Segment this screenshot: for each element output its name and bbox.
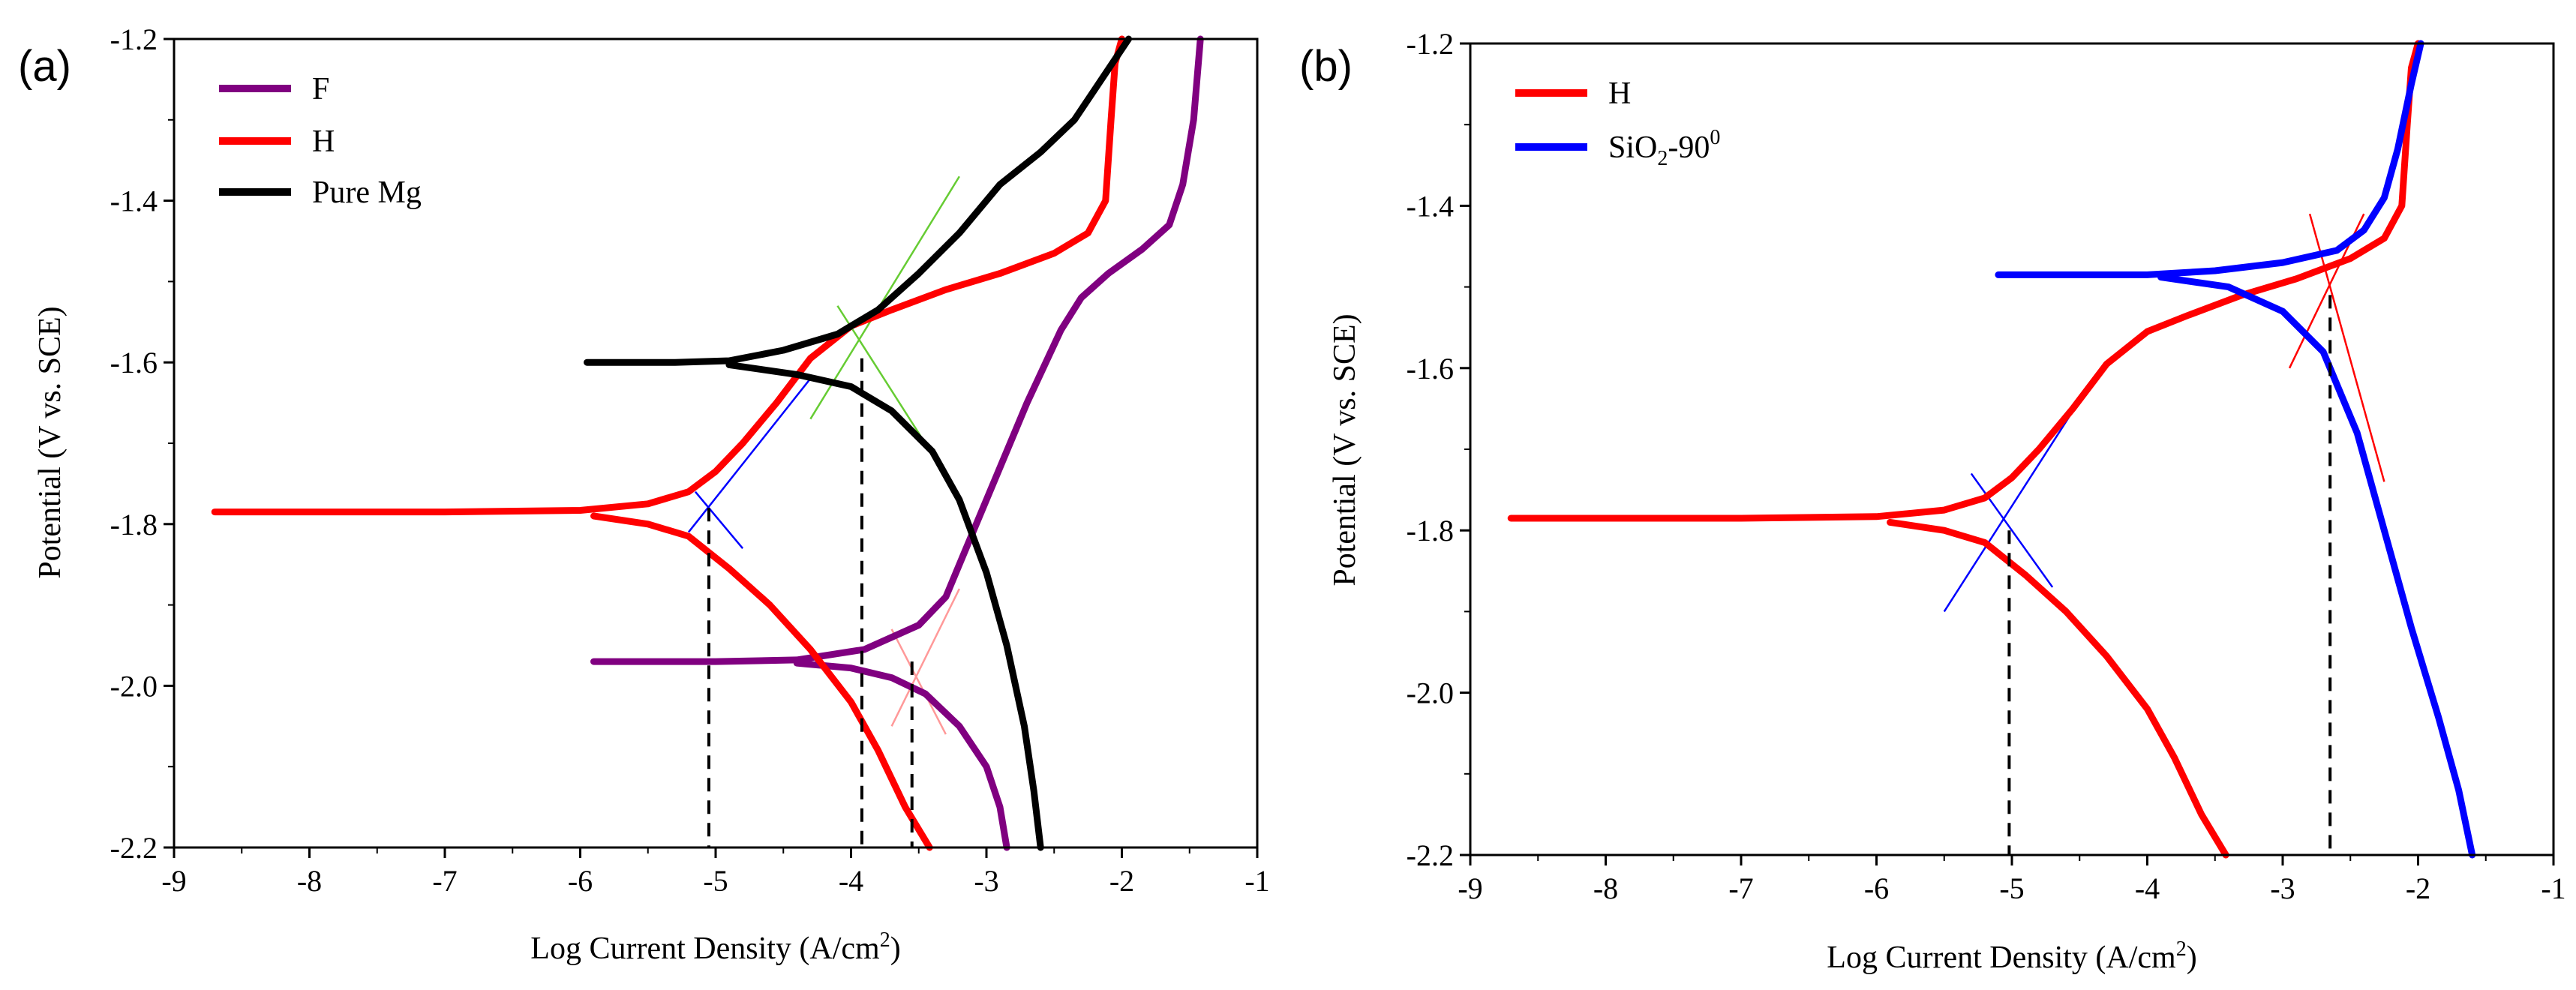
- x-tick-label-b-3: -6: [1864, 872, 1889, 905]
- series-h-anodic-a: [211, 35, 1125, 516]
- plot-area-a: [211, 35, 1204, 851]
- series-h-anodic-b: [1507, 40, 2421, 522]
- legend-label-sio2: SiO2-900: [1608, 126, 1720, 170]
- x-tick-label-a-6: -3: [974, 864, 998, 898]
- y-tick-label-b-1: -2.0: [1407, 676, 1454, 710]
- y-tick-label-a-0: -2.2: [110, 831, 158, 865]
- legend-label-pure-mg: Pure Mg: [312, 176, 422, 210]
- x-tick-label-a-5: -4: [839, 864, 863, 898]
- tafel-fit-line-a-2: [809, 176, 960, 420]
- x-tick-label-b-5: -4: [2135, 872, 2160, 905]
- y-tick-label-a-2: -1.8: [110, 508, 158, 542]
- x-tick-label-a-1: -8: [297, 864, 322, 898]
- series-sio2-90-anodic-b: [1995, 40, 2424, 278]
- axes-frame-a: [173, 38, 1259, 849]
- series-f-anodic-a: [590, 35, 1204, 665]
- x-tick-label-b-6: -3: [2270, 872, 2295, 905]
- x-tick-label-a-8: -1: [1244, 864, 1269, 898]
- y-tick-label-a-1: -2.0: [110, 669, 158, 703]
- x-tick-label-a-0: -9: [161, 864, 186, 898]
- y-tick-label-b-5: -1.2: [1407, 27, 1454, 61]
- x-tick-label-b-8: -1: [2541, 872, 2565, 905]
- tafel-fit-line-a-4: [890, 588, 961, 727]
- y-axis-label-b: Potential (V vs. SCE): [1328, 314, 1362, 586]
- series-pure-mg-cathodic-a: [725, 361, 1044, 851]
- plot-area-b: [1507, 40, 2476, 859]
- x-tick-label-b-2: -7: [1728, 872, 1753, 905]
- x-tick-label-b-7: -2: [2406, 872, 2430, 905]
- series-h-cathodic-b: [1887, 518, 2229, 859]
- panel-label-a: (a): [18, 42, 71, 91]
- legend-a: F H Pure Mg: [219, 72, 422, 210]
- y-tick-label-b-2: -1.8: [1407, 514, 1454, 548]
- tafel-fit-line-b-3: [2308, 213, 2385, 482]
- x-tick-label-a-3: -6: [568, 864, 593, 898]
- tafel-fit-line-a-0: [687, 377, 812, 533]
- x-axis-label-b: Log Current Density (A/cm2): [1827, 938, 2196, 975]
- series-f-cathodic-a: [793, 659, 1010, 851]
- y-axis-label-a: Potential (V vs. SCE): [33, 306, 68, 578]
- y-tick-label-b-4: -1.4: [1407, 189, 1454, 223]
- tafel-fit-line-a-5: [890, 628, 947, 735]
- x-tick-label-b-4: -5: [1999, 872, 2024, 905]
- x-tick-label-a-7: -2: [1109, 864, 1134, 898]
- tafel-fit-line-b-0: [1943, 400, 2081, 613]
- ticks-b: -9 -8 -7 -6 -5 -4 -3 -2 -1 -2.2 -2.0 -1.8 -1.6 -1.4 -1…: [1407, 27, 2566, 905]
- legend-label-h-b: H: [1608, 76, 1631, 111]
- x-tick-label-b-0: -9: [1458, 872, 1482, 905]
- panel-label-b: (b): [1299, 42, 1353, 91]
- y-tick-label-b-3: -1.6: [1407, 352, 1454, 386]
- x-tick-label-b-1: -8: [1593, 872, 1618, 905]
- chart-panel-a: (a) -9 -8 -7 -6 -5 -4 -3 -2 -1 -2.2 -2.0 -1.8 -1.6 -1…: [18, 22, 1270, 966]
- series-pure-mg-anodic-a: [584, 35, 1132, 366]
- chart-panel-b: (b) -9 -8 -7 -6 -5 -4 -3 -2 -1 -2.2 -2.0 -1.8 -1.6 -1…: [1299, 27, 2566, 975]
- ticks-a: -9 -8 -7 -6 -5 -4 -3 -2 -1 -2.2 -2.0 -1.8 -1.6 -1.4 -1…: [110, 22, 1270, 898]
- series-sio2-90-cathodic-b: [2157, 274, 2476, 859]
- x-tick-label-a-4: -5: [703, 864, 728, 898]
- tafel-fit-line-a-1: [694, 490, 744, 549]
- legend-label-h: H: [312, 124, 335, 159]
- series-h-cathodic-a: [590, 512, 933, 851]
- y-tick-label-a-3: -1.6: [110, 346, 158, 380]
- x-tick-label-a-2: -7: [432, 864, 457, 898]
- tafel-fit-line-b-1: [1970, 472, 2054, 588]
- y-tick-label-a-4: -1.4: [110, 184, 158, 218]
- legend-label-f: F: [312, 72, 329, 106]
- y-tick-label-b-0: -2.2: [1407, 838, 1454, 872]
- y-tick-label-a-5: -1.2: [110, 22, 158, 56]
- legend-b: H SiO2-900: [1515, 76, 1720, 170]
- x-axis-label-a: Log Current Density (A/cm2): [530, 928, 900, 966]
